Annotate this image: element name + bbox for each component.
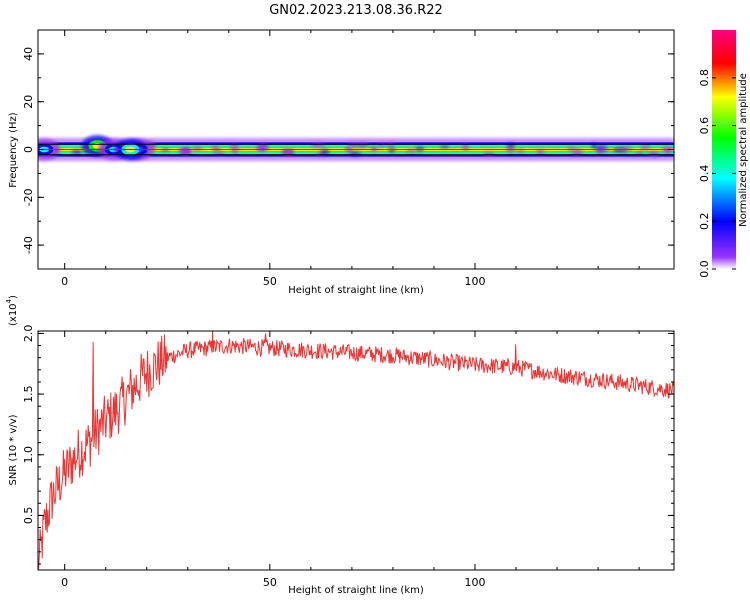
snr-xlabel: Height of straight line (km) (288, 585, 424, 596)
band-speckle (311, 142, 325, 148)
band-speckle (213, 150, 225, 155)
snr-frame (37, 330, 675, 571)
svg-text:(x104): (x104) (5, 295, 19, 326)
band-speckle (349, 151, 361, 157)
snr-panel: 0 50 100 0.5 1.0 1.5 2.0 Height of straight li… (5, 295, 675, 596)
y-tick-label: 2.0 (22, 325, 35, 343)
colorbar-tick-label: 0.6 (698, 117, 711, 135)
snr-multiplier-close: ) (8, 295, 19, 299)
band-speckle (440, 145, 449, 149)
band-speckle (388, 147, 396, 153)
colorbar-tick-label: 0.2 (698, 212, 711, 230)
y-tick-label: 0.5 (22, 507, 35, 525)
band-speckle (461, 143, 469, 151)
band-speckle (71, 149, 82, 155)
band-speckle (177, 147, 191, 155)
snr-ylabel: SNR (10 * v/v) (8, 414, 19, 485)
spectrogram-xlabel: Height of straight line (km) (288, 285, 424, 296)
x-tick-label: 0 (61, 576, 68, 589)
band-speckle (536, 149, 545, 155)
x-tick-label: 100 (464, 576, 485, 589)
x-tick-label: 50 (263, 275, 277, 288)
chart-title: GN02.2023.213.08.36.R22 (269, 3, 443, 18)
snr-series-line (38, 331, 674, 569)
y-tick-label: 1.5 (22, 385, 35, 403)
snr-multiplier-exp: 4 (5, 298, 13, 303)
y-tick-label: 0 (22, 146, 35, 153)
colorbar: 0.0 0.2 0.4 0.6 0.8 Normalized spectral ampl… (698, 30, 749, 278)
band-speckle (640, 145, 651, 151)
band-speckle (415, 146, 425, 152)
y-tick-label: -20 (22, 188, 35, 206)
band-speckle (517, 149, 525, 154)
colorbar-label: Normalized spectral amplitude (738, 73, 749, 227)
snr-plot-area (38, 331, 674, 569)
band-speckle (370, 145, 378, 152)
band-speckle (229, 144, 240, 150)
band-speckle (596, 149, 603, 155)
x-tick-label: 0 (61, 275, 68, 288)
band-speckle (320, 148, 330, 156)
x-tick-label: 50 (263, 576, 277, 589)
band-speckle (406, 149, 416, 153)
band-speckle (572, 148, 583, 156)
snr-ticks: 0 50 100 0.5 1.0 1.5 2.0 (22, 325, 674, 589)
band-speckle (647, 151, 661, 158)
spectrogram-ticks: 0 50 100 40 20 0 -20 -40 (22, 29, 674, 288)
colorbar-tick-label: 0.4 (698, 165, 711, 183)
spectrogram-panel: 0 50 100 40 20 0 -20 -40 Height of straight lin… (8, 29, 675, 296)
colorbar-tick-label: 0.8 (698, 69, 711, 87)
y-tick-label: 1.0 (22, 446, 35, 464)
spectrogram-plot-area (38, 135, 674, 161)
x-tick-label: 100 (464, 275, 485, 288)
y-tick-label: 20 (22, 95, 35, 109)
band-speckle (231, 147, 239, 154)
colorbar-gradient (712, 30, 736, 269)
snr-multiplier-base: (x10 (8, 303, 19, 326)
colorbar-tick-label: 0.0 (698, 260, 711, 278)
y-tick-label: -40 (22, 236, 35, 254)
band-speckle (634, 151, 645, 155)
snr-multiplier: (x104) (5, 295, 19, 326)
spectrogram-ylabel: Frequency (Hz) (8, 112, 19, 188)
colorbar-ticks: 0.0 0.2 0.4 0.6 0.8 (698, 69, 736, 278)
y-tick-label: 40 (22, 47, 35, 61)
band-speckle (598, 145, 607, 150)
band-speckle (285, 150, 294, 156)
band-speckle (591, 142, 598, 150)
